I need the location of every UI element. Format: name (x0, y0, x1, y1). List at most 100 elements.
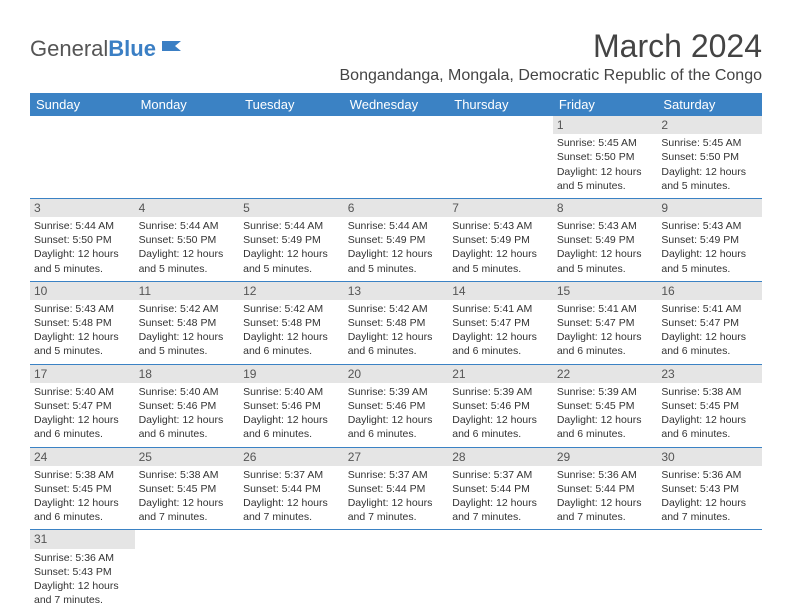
day-number: 20 (344, 365, 449, 383)
day-details: Sunrise: 5:43 AMSunset: 5:49 PMDaylight:… (557, 219, 654, 276)
day-number: 21 (448, 365, 553, 383)
calendar-cell: 18 Sunrise: 5:40 AMSunset: 5:46 PMDayligh… (135, 364, 240, 447)
day-details: Sunrise: 5:37 AMSunset: 5:44 PMDaylight:… (452, 468, 549, 525)
day-details: Sunrise: 5:41 AMSunset: 5:47 PMDaylight:… (557, 302, 654, 359)
day-number: 13 (344, 282, 449, 300)
day-details: Sunrise: 5:39 AMSunset: 5:46 PMDaylight:… (348, 385, 445, 442)
day-number: 24 (30, 448, 135, 466)
calendar-cell: 26 Sunrise: 5:37 AMSunset: 5:44 PMDayligh… (239, 447, 344, 530)
calendar-cell: 3Sunrise: 5:44 AMSunset: 5:50 PMDaylight… (30, 198, 135, 281)
calendar-cell: 23Sunrise: 5:38 AMSunset: 5:45 PMDayligh… (657, 364, 762, 447)
location-text: Bongandanga, Mongala, Democratic Republi… (30, 67, 762, 85)
calendar-table: SundayMondayTuesdayWednesdayThursdayFrid… (30, 93, 762, 612)
calendar-cell: 12Sunrise: 5:42 AMSunset: 5:48 PMDayligh… (239, 281, 344, 364)
calendar-cell: 10 Sunrise: 5:43 AMSunset: 5:48 PMDayligh… (30, 281, 135, 364)
calendar-cell: 29 Sunrise: 5:36 AMSunset: 5:44 PMDayligh… (553, 447, 658, 530)
weekday-header: Friday (553, 93, 658, 116)
calendar-cell: 24 Sunrise: 5:38 AMSunset: 5:45 PMDayligh… (30, 447, 135, 530)
day-details: Sunrise: 5:43 AMSunset: 5:49 PMDaylight:… (661, 219, 758, 276)
calendar-cell: 31 Sunrise: 5:36 AMSunset: 5:43 PMDayligh… (30, 530, 135, 612)
day-details: Sunrise: 5:36 AMSunset: 5:43 PMDaylight:… (661, 468, 758, 525)
day-number: 22 (553, 365, 658, 383)
day-number: 29 (553, 448, 658, 466)
day-number: 9 (657, 199, 762, 217)
day-details: Sunrise: 5:39 AMSunset: 5:45 PMDaylight:… (557, 385, 654, 442)
weekday-header: Saturday (657, 93, 762, 116)
day-details: Sunrise: 5:36 AMSunset: 5:43 PMDaylight:… (34, 551, 131, 608)
flag-icon (159, 36, 185, 62)
day-number: 11 (135, 282, 240, 300)
calendar-cell (553, 530, 658, 612)
logo-text-2: Blue (108, 36, 156, 62)
day-number: 5 (239, 199, 344, 217)
day-details: Sunrise: 5:36 AMSunset: 5:44 PMDaylight:… (557, 468, 654, 525)
day-details: Sunrise: 5:38 AMSunset: 5:45 PMDaylight:… (34, 468, 131, 525)
weekday-header: Monday (135, 93, 240, 116)
calendar-cell: 15 Sunrise: 5:41 AMSunset: 5:47 PMDayligh… (553, 281, 658, 364)
calendar-row: 1Sunrise: 5:45 AMSunset: 5:50 PMDaylight… (30, 116, 762, 198)
weekday-header: Wednesday (344, 93, 449, 116)
calendar-row: 10 Sunrise: 5:43 AMSunset: 5:48 PMDayligh… (30, 281, 762, 364)
day-details: Sunrise: 5:43 AMSunset: 5:49 PMDaylight:… (452, 219, 549, 276)
calendar-cell (448, 116, 553, 198)
calendar-cell: 28 Sunrise: 5:37 AMSunset: 5:44 PMDayligh… (448, 447, 553, 530)
month-title: March 2024 (593, 28, 762, 65)
day-details: Sunrise: 5:38 AMSunset: 5:45 PMDaylight:… (661, 385, 758, 442)
calendar-cell: 1 Sunrise: 5:45 AMSunset: 5:50 PMDaylight… (553, 116, 658, 198)
logo-text-1: General (30, 36, 108, 62)
calendar-cell: 22 Sunrise: 5:39 AMSunset: 5:45 PMDayligh… (553, 364, 658, 447)
calendar-cell: 8 Sunrise: 5:43 AMSunset: 5:49 PMDaylight… (553, 198, 658, 281)
day-number: 7 (448, 199, 553, 217)
day-number: 8 (553, 199, 658, 217)
calendar-cell: 16Sunrise: 5:41 AMSunset: 5:47 PMDayligh… (657, 281, 762, 364)
day-number: 2 (657, 116, 762, 134)
calendar-cell: 7 Sunrise: 5:43 AMSunset: 5:49 PMDaylight… (448, 198, 553, 281)
day-details: Sunrise: 5:44 AMSunset: 5:49 PMDaylight:… (348, 219, 445, 276)
weekday-header: Tuesday (239, 93, 344, 116)
day-number: 31 (30, 530, 135, 548)
calendar-cell (657, 530, 762, 612)
calendar-row: 17Sunrise: 5:40 AMSunset: 5:47 PMDayligh… (30, 364, 762, 447)
day-number: 19 (239, 365, 344, 383)
calendar-cell: 13Sunrise: 5:42 AMSunset: 5:48 PMDayligh… (344, 281, 449, 364)
day-number: 18 (135, 365, 240, 383)
calendar-cell (448, 530, 553, 612)
calendar-cell: 4Sunrise: 5:44 AMSunset: 5:50 PMDaylight… (135, 198, 240, 281)
day-details: Sunrise: 5:43 AMSunset: 5:48 PMDaylight:… (34, 302, 131, 359)
calendar-cell: 21Sunrise: 5:39 AMSunset: 5:46 PMDayligh… (448, 364, 553, 447)
day-details: Sunrise: 5:40 AMSunset: 5:46 PMDaylight:… (139, 385, 236, 442)
day-details: Sunrise: 5:37 AMSunset: 5:44 PMDaylight:… (348, 468, 445, 525)
calendar-row: 3Sunrise: 5:44 AMSunset: 5:50 PMDaylight… (30, 198, 762, 281)
day-number: 30 (657, 448, 762, 466)
day-number: 26 (239, 448, 344, 466)
calendar-cell: 6 Sunrise: 5:44 AMSunset: 5:49 PMDaylight… (344, 198, 449, 281)
header-row: SundayMondayTuesdayWednesdayThursdayFrid… (30, 93, 762, 116)
calendar-cell (344, 116, 449, 198)
day-details: Sunrise: 5:41 AMSunset: 5:47 PMDaylight:… (661, 302, 758, 359)
calendar-head: SundayMondayTuesdayWednesdayThursdayFrid… (30, 93, 762, 116)
calendar-cell: 25Sunrise: 5:38 AMSunset: 5:45 PMDayligh… (135, 447, 240, 530)
day-number: 10 (30, 282, 135, 300)
header: GeneralBlue March 2024 (30, 28, 762, 65)
day-number: 28 (448, 448, 553, 466)
day-number: 6 (344, 199, 449, 217)
day-number: 15 (553, 282, 658, 300)
day-details: Sunrise: 5:37 AMSunset: 5:44 PMDaylight:… (243, 468, 340, 525)
day-details: Sunrise: 5:40 AMSunset: 5:47 PMDaylight:… (34, 385, 131, 442)
calendar-row: 31 Sunrise: 5:36 AMSunset: 5:43 PMDayligh… (30, 530, 762, 612)
day-details: Sunrise: 5:44 AMSunset: 5:49 PMDaylight:… (243, 219, 340, 276)
calendar-cell: 11Sunrise: 5:42 AMSunset: 5:48 PMDayligh… (135, 281, 240, 364)
day-details: Sunrise: 5:45 AMSunset: 5:50 PMDaylight:… (661, 136, 758, 193)
day-number: 14 (448, 282, 553, 300)
calendar-cell (30, 116, 135, 198)
calendar-cell: 19Sunrise: 5:40 AMSunset: 5:46 PMDayligh… (239, 364, 344, 447)
calendar-body: 1Sunrise: 5:45 AMSunset: 5:50 PMDaylight… (30, 116, 762, 612)
calendar-cell (239, 530, 344, 612)
day-details: Sunrise: 5:44 AMSunset: 5:50 PMDaylight:… (139, 219, 236, 276)
calendar-cell (135, 116, 240, 198)
day-number: 27 (344, 448, 449, 466)
weekday-header: Thursday (448, 93, 553, 116)
day-details: Sunrise: 5:45 AMSunset: 5:50 PMDaylight:… (557, 136, 654, 193)
day-number: 1 (553, 116, 658, 134)
day-details: Sunrise: 5:44 AMSunset: 5:50 PMDaylight:… (34, 219, 131, 276)
